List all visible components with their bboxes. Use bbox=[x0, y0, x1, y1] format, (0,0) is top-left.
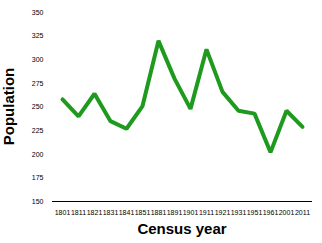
svg-text:1811: 1811 bbox=[71, 209, 86, 216]
svg-text:1901: 1901 bbox=[183, 209, 199, 216]
svg-text:200: 200 bbox=[32, 150, 44, 157]
svg-text:325: 325 bbox=[32, 32, 44, 39]
svg-text:1891: 1891 bbox=[167, 209, 183, 216]
svg-text:1911: 1911 bbox=[199, 209, 214, 216]
svg-text:1801: 1801 bbox=[55, 209, 71, 216]
svg-text:Population: Population bbox=[0, 68, 17, 146]
svg-text:300: 300 bbox=[32, 56, 44, 63]
svg-text:1961: 1961 bbox=[263, 209, 279, 216]
svg-text:2001: 2001 bbox=[279, 209, 295, 216]
svg-text:275: 275 bbox=[32, 80, 44, 87]
svg-text:150: 150 bbox=[32, 198, 44, 205]
svg-text:225: 225 bbox=[32, 127, 44, 134]
svg-text:350: 350 bbox=[32, 9, 44, 16]
svg-text:175: 175 bbox=[32, 174, 44, 181]
svg-text:1931: 1931 bbox=[231, 209, 247, 216]
svg-text:1831: 1831 bbox=[103, 209, 119, 216]
svg-text:1841: 1841 bbox=[119, 209, 135, 216]
svg-text:Census year: Census year bbox=[137, 220, 226, 237]
svg-text:1921: 1921 bbox=[215, 209, 231, 216]
svg-text:1951: 1951 bbox=[247, 209, 263, 216]
svg-text:250: 250 bbox=[32, 103, 44, 110]
svg-text:1821: 1821 bbox=[87, 209, 103, 216]
svg-text:1851: 1851 bbox=[135, 209, 151, 216]
svg-text:2011: 2011 bbox=[295, 209, 310, 216]
svg-text:1881: 1881 bbox=[151, 209, 167, 216]
